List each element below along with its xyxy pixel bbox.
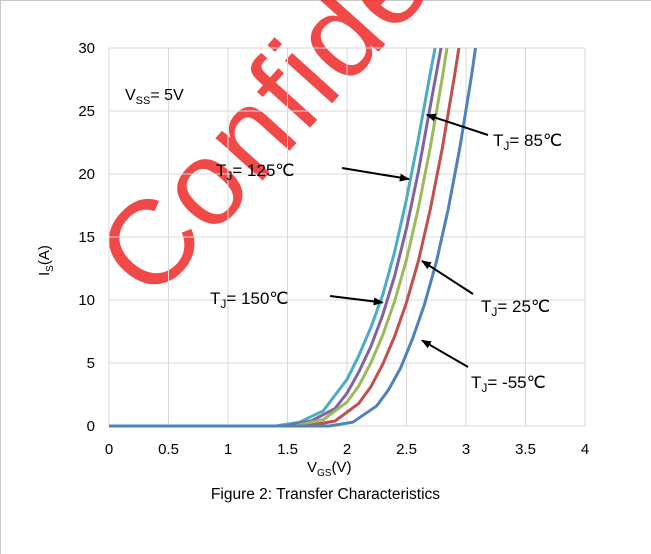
figure-caption: Figure 2: Transfer Characteristics (210, 486, 441, 503)
y-tick-label: 5 (87, 355, 95, 372)
x-tick-label: 0 (105, 441, 113, 458)
annotation-layer: TJ= 125℃ TJ= 85℃ TJ= 150℃ TJ= 25℃ TJ= -55℃ (210, 113, 562, 395)
x-tick-label: 0.5 (158, 441, 179, 458)
annotation-arrow-t25 (421, 260, 474, 295)
y-tick-label: 20 (78, 166, 95, 183)
annotation-label-t85: TJ= 85℃ (493, 131, 562, 153)
condition-label: VSS= 5V (125, 87, 184, 107)
grid-layer (108, 47, 586, 427)
annotation-label-t150: TJ= 150℃ (210, 289, 289, 311)
x-tick-label: 3 (462, 441, 470, 458)
x-tick-label: 2.5 (396, 441, 417, 458)
axis-layer: 0 0.5 1 1.5 2 2.5 3 3.5 4 0 5 10 15 20 25 30 VGS(V) IS(A)… (36, 40, 589, 479)
y-tick-label: 15 (78, 229, 95, 246)
y-axis-label: IS(A) (36, 245, 56, 276)
series-line-t85 (109, 47, 449, 428)
y-tick-label: 0 (87, 418, 95, 435)
annotation-label-t25: TJ= 25℃ (481, 297, 550, 319)
series-line-t25 (109, 47, 461, 428)
y-tick-label: 30 (78, 40, 95, 57)
frame-left-border (0, 0, 1, 554)
x-tick-label: 4 (581, 441, 589, 458)
y-tick-label: 10 (78, 292, 95, 309)
x-tick-label: 1 (224, 441, 232, 458)
annotation-arrow-t150 (329, 295, 384, 306)
annotation-label-t125: TJ= 125℃ (216, 161, 295, 183)
series-line-tm55 (109, 47, 477, 428)
y-tick-label: 25 (78, 103, 95, 120)
frame-top-border (0, 0, 651, 1)
x-tick-label: 1.5 (277, 441, 298, 458)
annotation-label-tm55: TJ= -55℃ (471, 373, 546, 395)
x-tick-label: 2 (343, 441, 351, 458)
x-axis-label: VGS(V) (307, 459, 351, 479)
annotation-arrow-t125 (341, 167, 410, 182)
annotation-arrow-t85 (425, 113, 489, 136)
series-layer (109, 47, 477, 428)
x-tick-label: 3.5 (515, 441, 536, 458)
annotation-arrow-tm55 (421, 339, 469, 368)
